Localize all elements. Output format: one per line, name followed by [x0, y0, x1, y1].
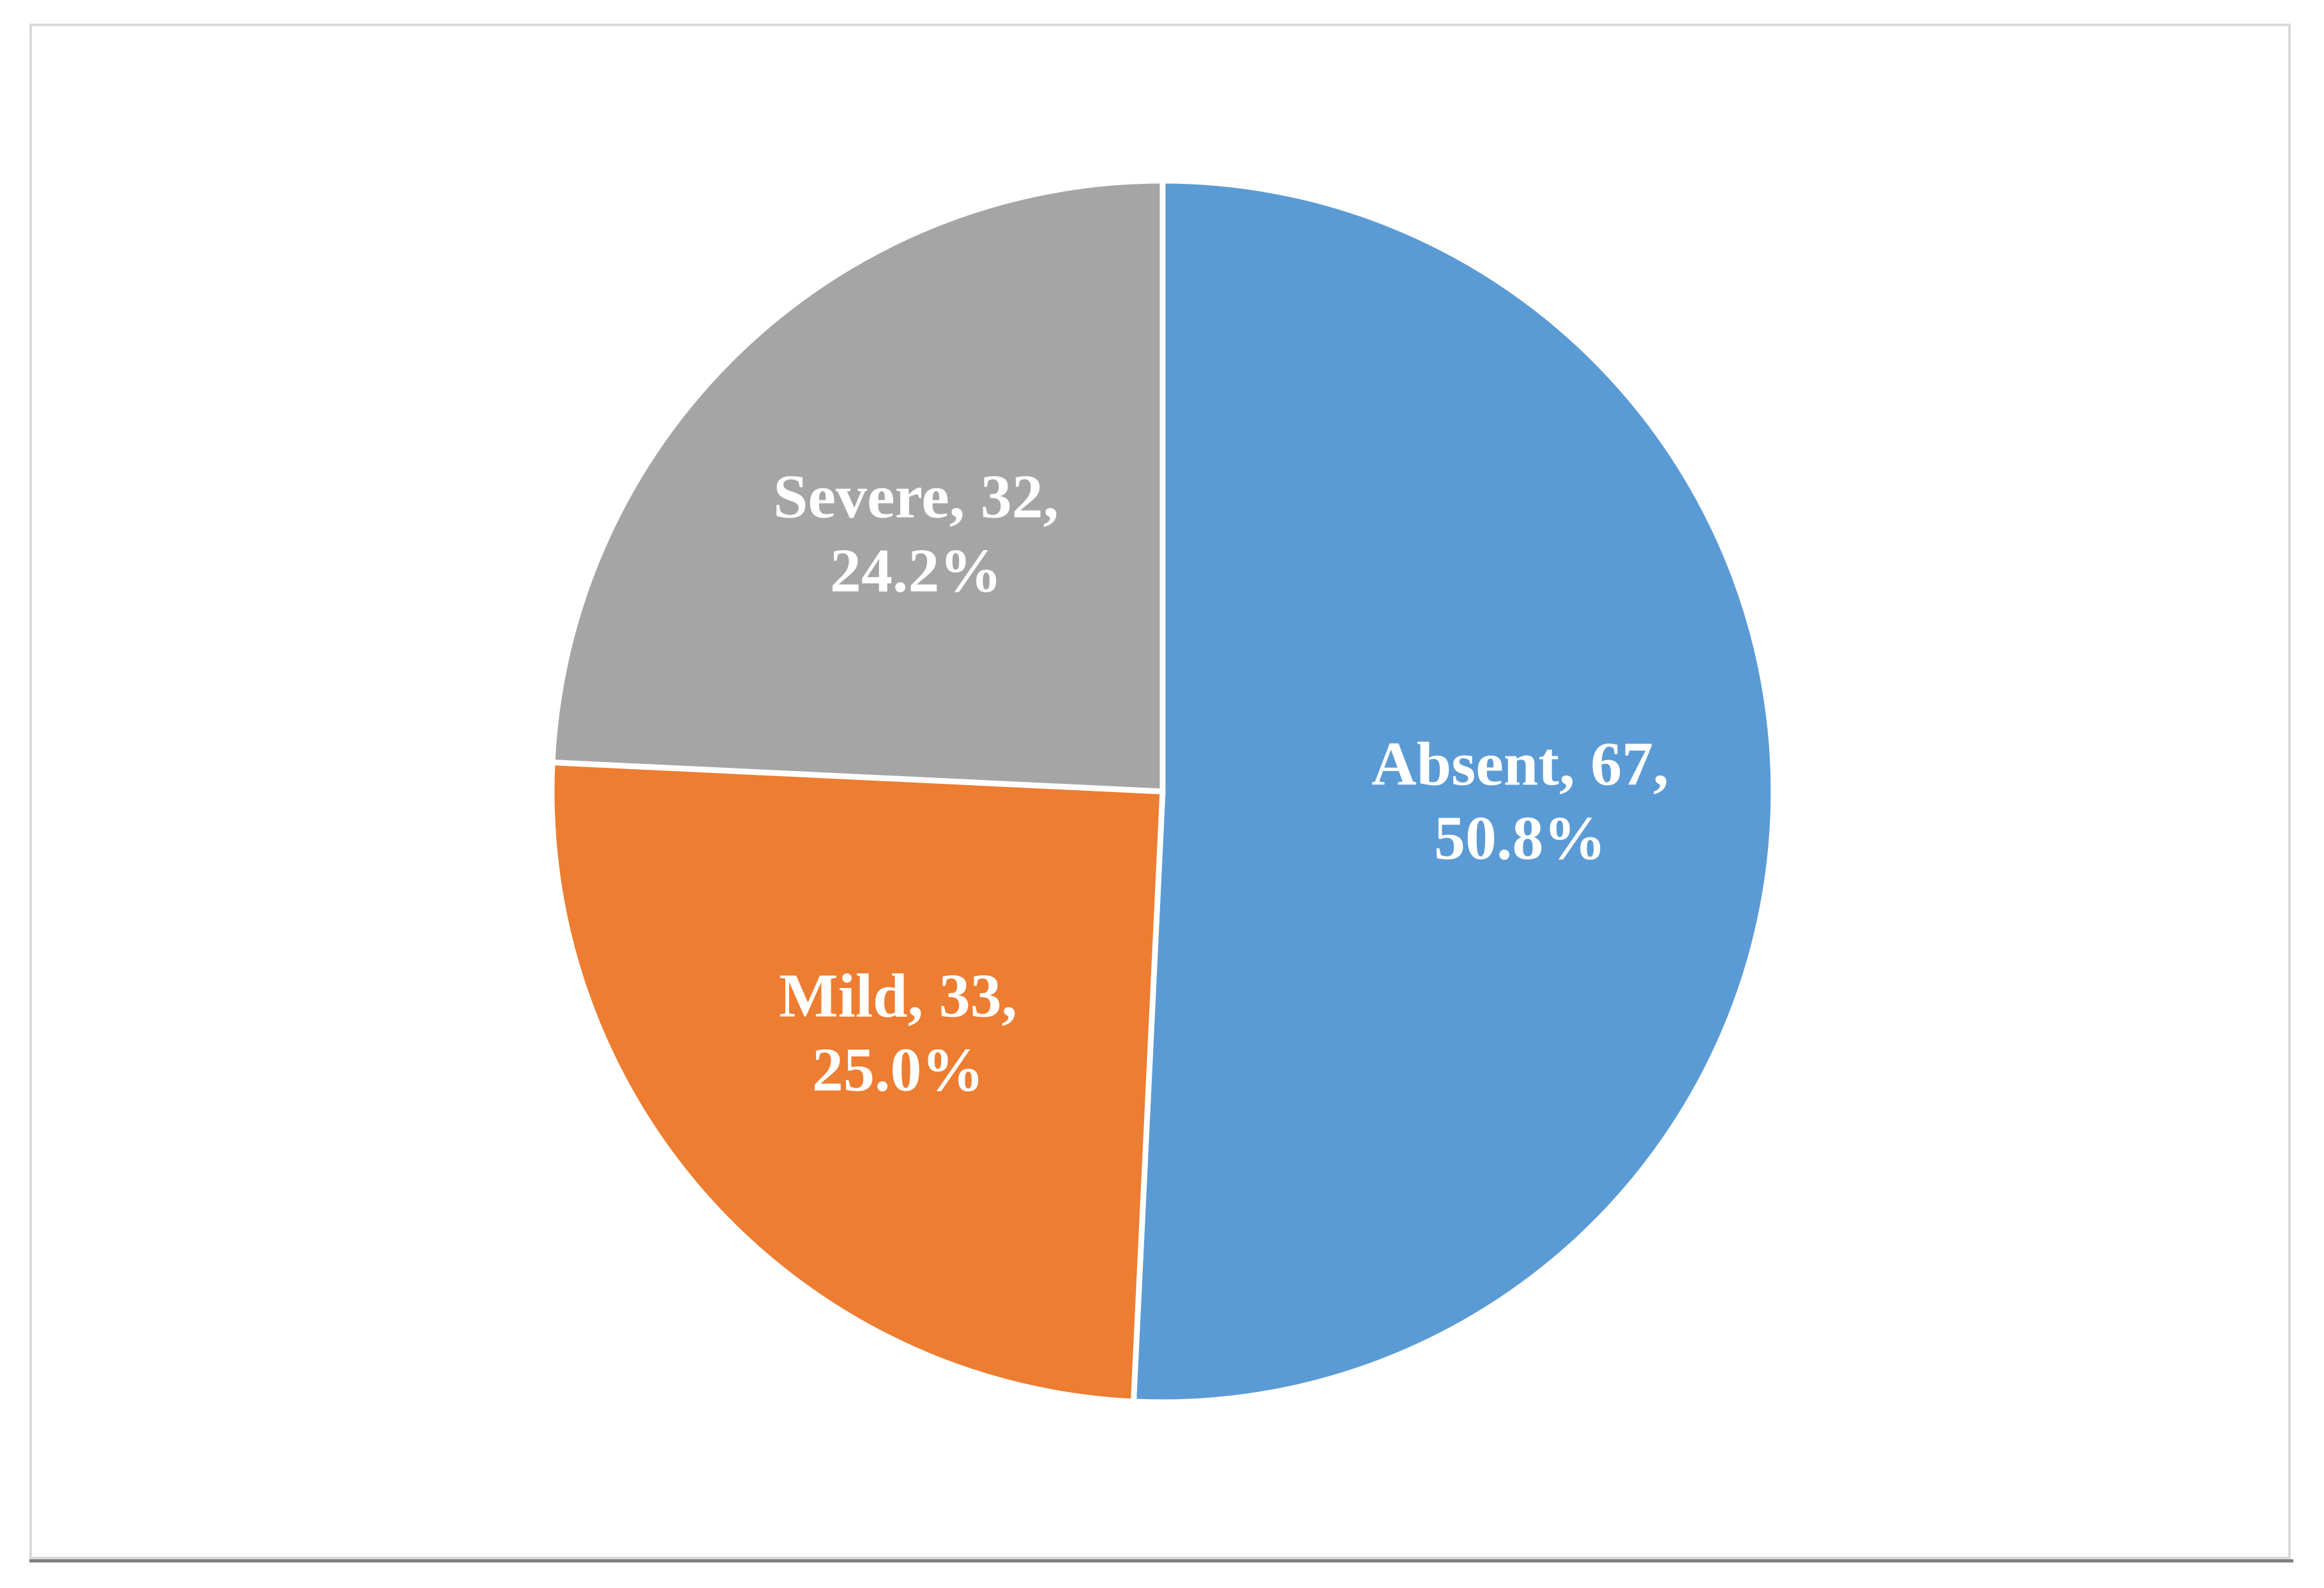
data-label-line2: 25.0%: [812, 1036, 985, 1105]
data-label-line1: Mild, 33,: [779, 962, 1017, 1031]
pie-slice-severe: [549, 177, 1166, 795]
pie-slice-mild: [548, 759, 1166, 1405]
pie-slice-absent: [1130, 177, 1777, 1405]
data-label-line2: 24.2%: [830, 537, 1002, 606]
pie-slices: [548, 177, 1777, 1405]
data-label-absent: Absent, 67, 50.8%: [1371, 730, 1669, 873]
pie-labels: Absent, 67, 50.8% Mild, 33, 25.0% Severe, 32…: [773, 463, 1669, 1105]
data-label-line1: Absent, 67,: [1371, 730, 1669, 798]
data-label-line2: 50.8%: [1434, 804, 1606, 873]
bottom-rule: [29, 1559, 2293, 1562]
data-label-mild: Mild, 33, 25.0%: [779, 962, 1017, 1105]
data-label-line1: Severe, 32,: [773, 463, 1059, 532]
data-label-severe: Severe, 32, 24.2%: [773, 463, 1059, 606]
